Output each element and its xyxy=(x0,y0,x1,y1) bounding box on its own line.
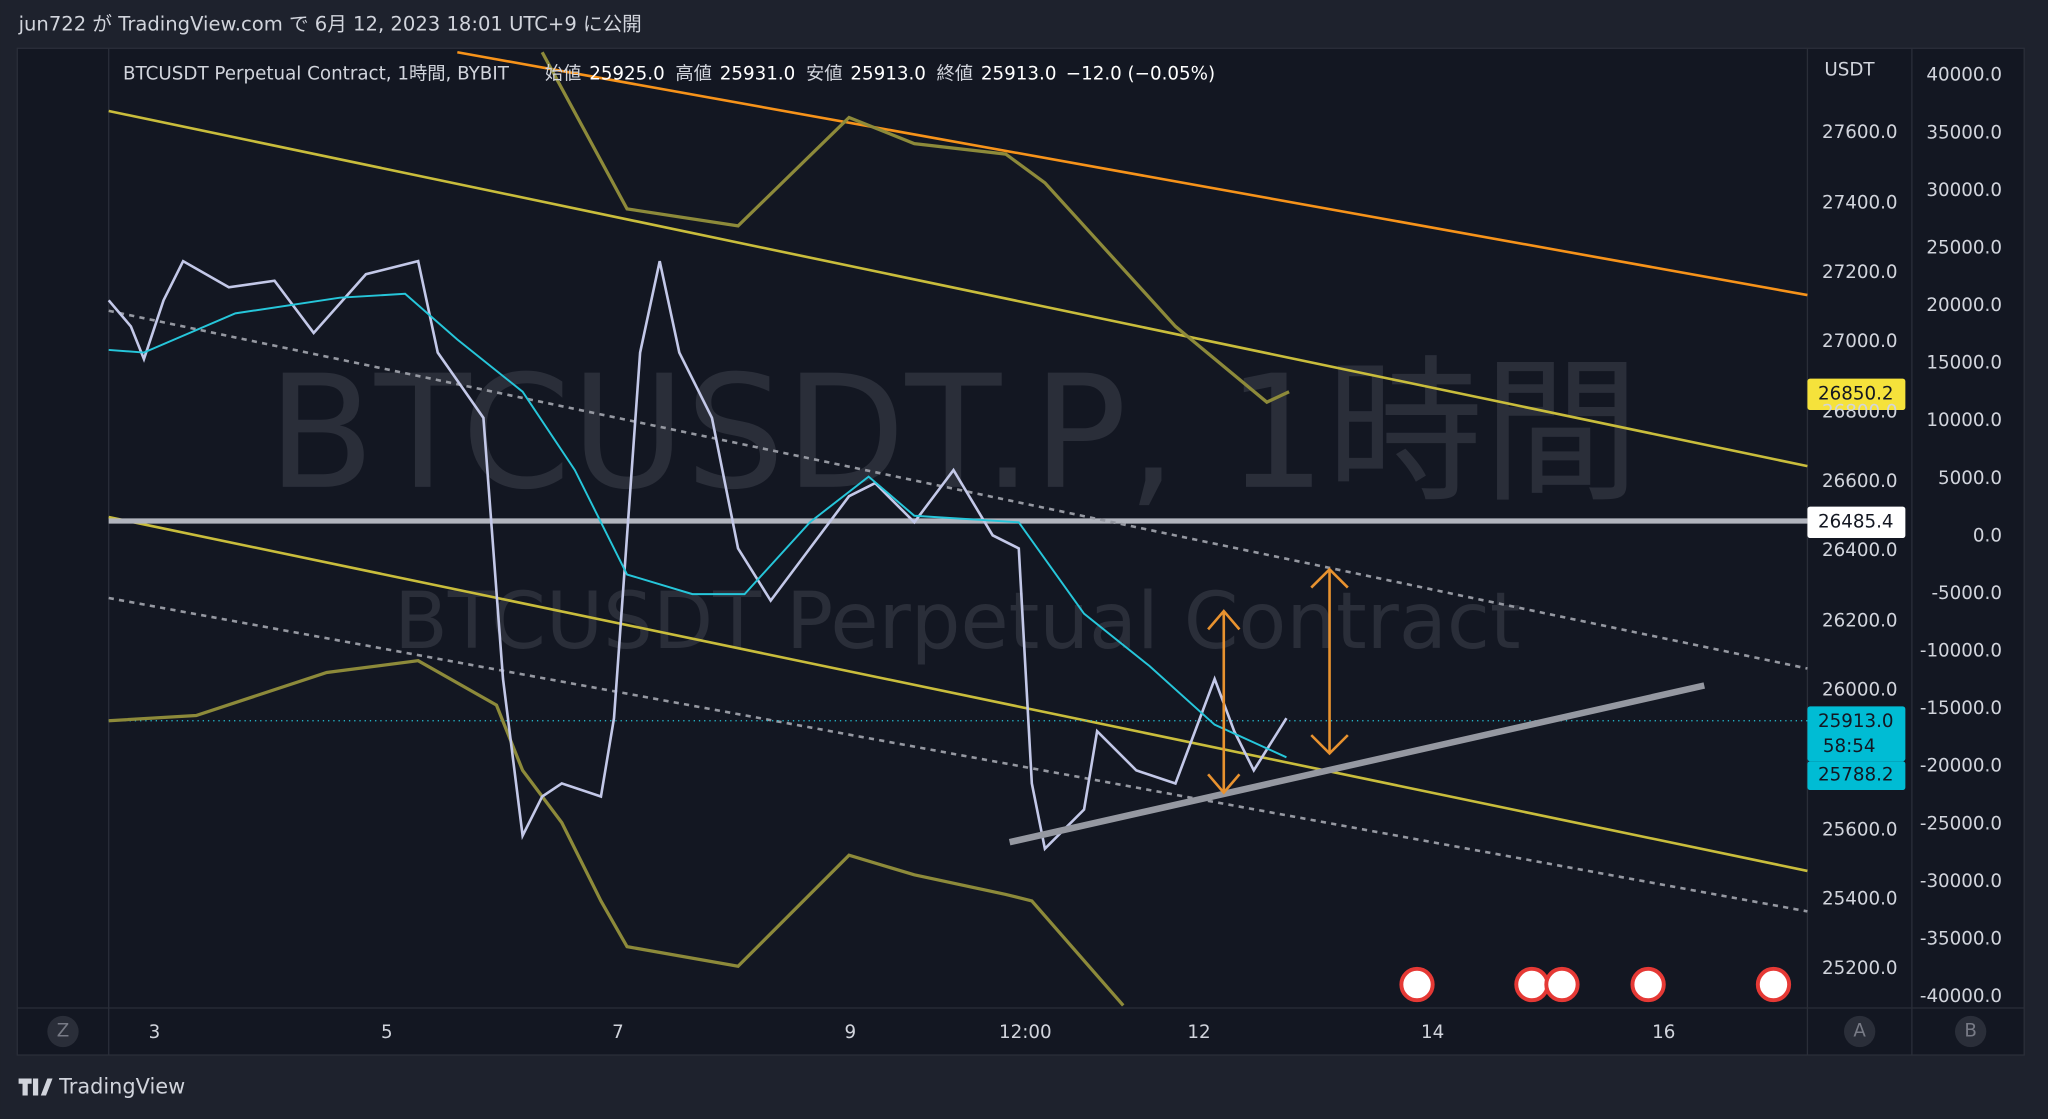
volume-label: 15000.0 xyxy=(1926,353,2002,374)
volume-label: 30000.0 xyxy=(1926,180,2002,201)
moving-average xyxy=(108,292,1287,759)
value: 25931.0 xyxy=(720,63,796,84)
volume-label: -35000.0 xyxy=(1920,928,2002,949)
price-label: 25400.0 xyxy=(1822,889,1898,910)
button-label[interactable]: A xyxy=(1853,1021,1866,1042)
volume-label: -25000.0 xyxy=(1920,813,2002,834)
volume-label: -10000.0 xyxy=(1920,641,2002,662)
drawings xyxy=(107,50,1808,1007)
trend-line xyxy=(108,109,1808,468)
volume-label: -15000.0 xyxy=(1920,698,2002,719)
symbol: BTCUSDT Perpetual Contract, 1時間, BYBIT xyxy=(123,63,510,84)
value: 25913.0 xyxy=(850,63,926,84)
watermark-title: BTCUSDT.P, 1時間 xyxy=(267,342,1639,524)
price-label: 26800.0 xyxy=(1822,402,1898,423)
trend-line xyxy=(108,515,1808,873)
time-label: 12 xyxy=(1187,1022,1210,1043)
label: 安値 xyxy=(806,63,843,84)
time-label: 7 xyxy=(612,1022,624,1043)
label: 始値 xyxy=(545,63,582,84)
value: 25913.0 xyxy=(981,63,1057,84)
price-label: 25200.0 xyxy=(1822,958,1898,979)
price-label: 25600.0 xyxy=(1822,819,1898,840)
price-label: 27200.0 xyxy=(1822,262,1898,283)
price-label: 27400.0 xyxy=(1822,193,1898,214)
label: 終値 xyxy=(937,63,974,84)
time-label: 14 xyxy=(1421,1022,1444,1043)
volume-label: 5000.0 xyxy=(1938,468,2002,489)
footer: TradingView xyxy=(18,1075,185,1099)
volume-label: 10000.0 xyxy=(1926,410,2002,431)
volume-label: 35000.0 xyxy=(1926,122,2002,143)
band-lower xyxy=(108,659,1125,1007)
volume-label: -40000.0 xyxy=(1920,986,2002,1007)
volume-label: 0.0 xyxy=(1973,525,2002,546)
time-label: 5 xyxy=(381,1022,393,1043)
event-flags xyxy=(1399,966,1792,1003)
badge: 26850.2 xyxy=(1818,383,1894,404)
support-line xyxy=(1008,682,1705,846)
volume-label: 40000.0 xyxy=(1926,65,2002,86)
button-label[interactable]: B xyxy=(1964,1021,1977,1042)
range-arrows xyxy=(1207,567,1349,795)
label: 高値 xyxy=(675,63,712,84)
time-label: 9 xyxy=(845,1022,857,1043)
badge: 26485.4 xyxy=(1818,511,1894,532)
badge: 25913.0 xyxy=(1818,711,1894,732)
price-label: 26200.0 xyxy=(1822,611,1898,632)
brand: TradingView xyxy=(58,1075,185,1099)
change: −12.0 (−0.05%) xyxy=(1066,63,1215,84)
badge: 25788.2 xyxy=(1818,765,1894,786)
price-label: 26400.0 xyxy=(1822,540,1898,561)
trend-line xyxy=(457,50,1808,297)
button-label[interactable]: Z xyxy=(57,1021,70,1042)
price-label: 26600.0 xyxy=(1822,471,1898,492)
band-upper xyxy=(540,51,1290,405)
time-label: 16 xyxy=(1652,1022,1675,1043)
header: jun722 が TradingView.com で 6月 12, 2023 1… xyxy=(18,12,642,35)
volume-label: -30000.0 xyxy=(1920,871,2002,892)
time-label: 12:00 xyxy=(999,1022,1052,1043)
price-label: 27600.0 xyxy=(1822,122,1898,143)
volume-label: 20000.0 xyxy=(1926,295,2002,316)
countdown: 58:54 xyxy=(1823,736,1876,757)
channel-line xyxy=(108,309,1808,670)
legend: BTCUSDT Perpetual Contract, 1時間, BYBIT 始… xyxy=(123,63,1215,84)
price-label: 27000.0 xyxy=(1822,331,1898,352)
buttons: Z A B xyxy=(47,1015,1987,1048)
time-label: 3 xyxy=(149,1022,161,1043)
badges: 26850.2 26485.4 25913.0 58:54 25788.2 xyxy=(1807,378,1906,790)
price-label: 26000.0 xyxy=(1822,680,1898,701)
button[interactable] xyxy=(1843,1015,1876,1048)
volume-label: -20000.0 xyxy=(1920,756,2002,777)
button[interactable] xyxy=(47,1015,79,1048)
volume-label: 25000.0 xyxy=(1926,237,2002,258)
price-unit: USDT xyxy=(1824,60,1875,81)
watermark-subtitle: BTCUSDT Perpetual Contract xyxy=(394,576,1521,667)
button[interactable] xyxy=(1954,1015,1987,1048)
value: 25925.0 xyxy=(589,63,665,84)
price-path xyxy=(107,259,1288,852)
volume-label: -5000.0 xyxy=(1931,583,2002,604)
chart-panel xyxy=(16,47,2025,1056)
